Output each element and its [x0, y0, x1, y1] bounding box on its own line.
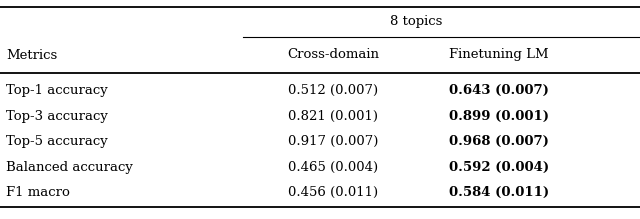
- Text: 8 topics: 8 topics: [390, 15, 442, 28]
- Text: Top-5 accuracy: Top-5 accuracy: [6, 135, 108, 148]
- Text: Top-3 accuracy: Top-3 accuracy: [6, 110, 108, 123]
- Text: 0.584 (0.011): 0.584 (0.011): [449, 186, 549, 199]
- Text: 0.592 (0.004): 0.592 (0.004): [449, 161, 549, 174]
- Text: Metrics: Metrics: [6, 49, 58, 62]
- Text: 0.917 (0.007): 0.917 (0.007): [287, 135, 378, 148]
- Text: Top-1 accuracy: Top-1 accuracy: [6, 84, 108, 97]
- Text: 0.821 (0.001): 0.821 (0.001): [288, 110, 378, 123]
- Text: 0.456 (0.011): 0.456 (0.011): [288, 186, 378, 199]
- Text: Cross-domain: Cross-domain: [287, 48, 379, 61]
- Text: 0.643 (0.007): 0.643 (0.007): [449, 84, 549, 97]
- Text: 0.512 (0.007): 0.512 (0.007): [288, 84, 378, 97]
- Text: 0.899 (0.001): 0.899 (0.001): [449, 110, 549, 123]
- Text: 0.465 (0.004): 0.465 (0.004): [288, 161, 378, 174]
- Text: Finetuning LM: Finetuning LM: [449, 48, 549, 61]
- Text: Balanced accuracy: Balanced accuracy: [6, 161, 133, 174]
- Text: F1 macro: F1 macro: [6, 186, 70, 199]
- Text: 0.968 (0.007): 0.968 (0.007): [449, 135, 549, 148]
